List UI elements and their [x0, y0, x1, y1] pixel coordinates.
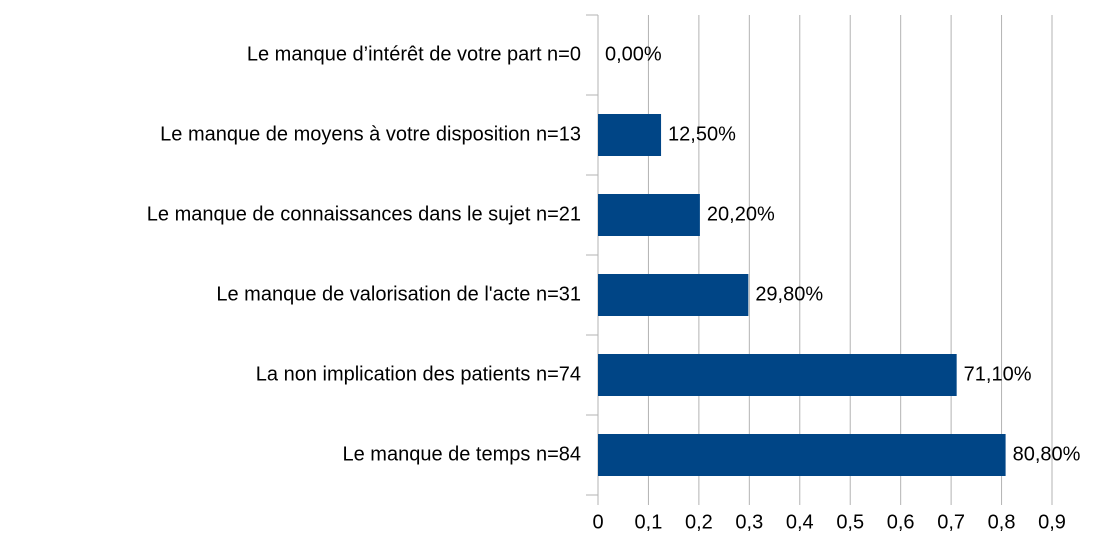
- x-tick-label: 0,2: [685, 511, 713, 533]
- x-tick-label: 0,6: [887, 511, 915, 533]
- bar: [598, 274, 749, 316]
- value-label: 0,00%: [605, 43, 662, 65]
- bar: [598, 114, 662, 156]
- y-tick-label: Le manque de connaissances dans le sujet…: [147, 203, 581, 225]
- value-label: 71,10%: [964, 363, 1032, 385]
- bar: [598, 354, 957, 396]
- x-tick-label: 0,1: [635, 511, 663, 533]
- value-label: 29,80%: [755, 283, 823, 305]
- x-tick-label: 0,8: [988, 511, 1016, 533]
- bar: [598, 194, 700, 236]
- x-tick-label: 0,9: [1038, 511, 1066, 533]
- x-tick-label: 0,5: [836, 511, 864, 533]
- y-tick-label: Le manque de valorisation de l'acte n=31: [216, 283, 581, 305]
- y-tick-label: Le manque de temps n=84: [342, 443, 581, 465]
- x-tick-label: 0,7: [937, 511, 965, 533]
- x-tick-label: 0,3: [735, 511, 763, 533]
- y-tick-label: Le manque de moyens à votre disposition …: [160, 123, 581, 145]
- y-tick-label: La non implication des patients n=74: [256, 363, 581, 385]
- x-tick-label: 0,4: [786, 511, 814, 533]
- value-label: 80,80%: [1013, 443, 1081, 465]
- value-label: 20,20%: [707, 203, 775, 225]
- x-tick-label: 0: [592, 511, 603, 533]
- bar: [598, 434, 1006, 476]
- y-tick-label: Le manque d’intérêt de votre part n=0: [247, 43, 581, 65]
- value-label: 12,50%: [668, 123, 736, 145]
